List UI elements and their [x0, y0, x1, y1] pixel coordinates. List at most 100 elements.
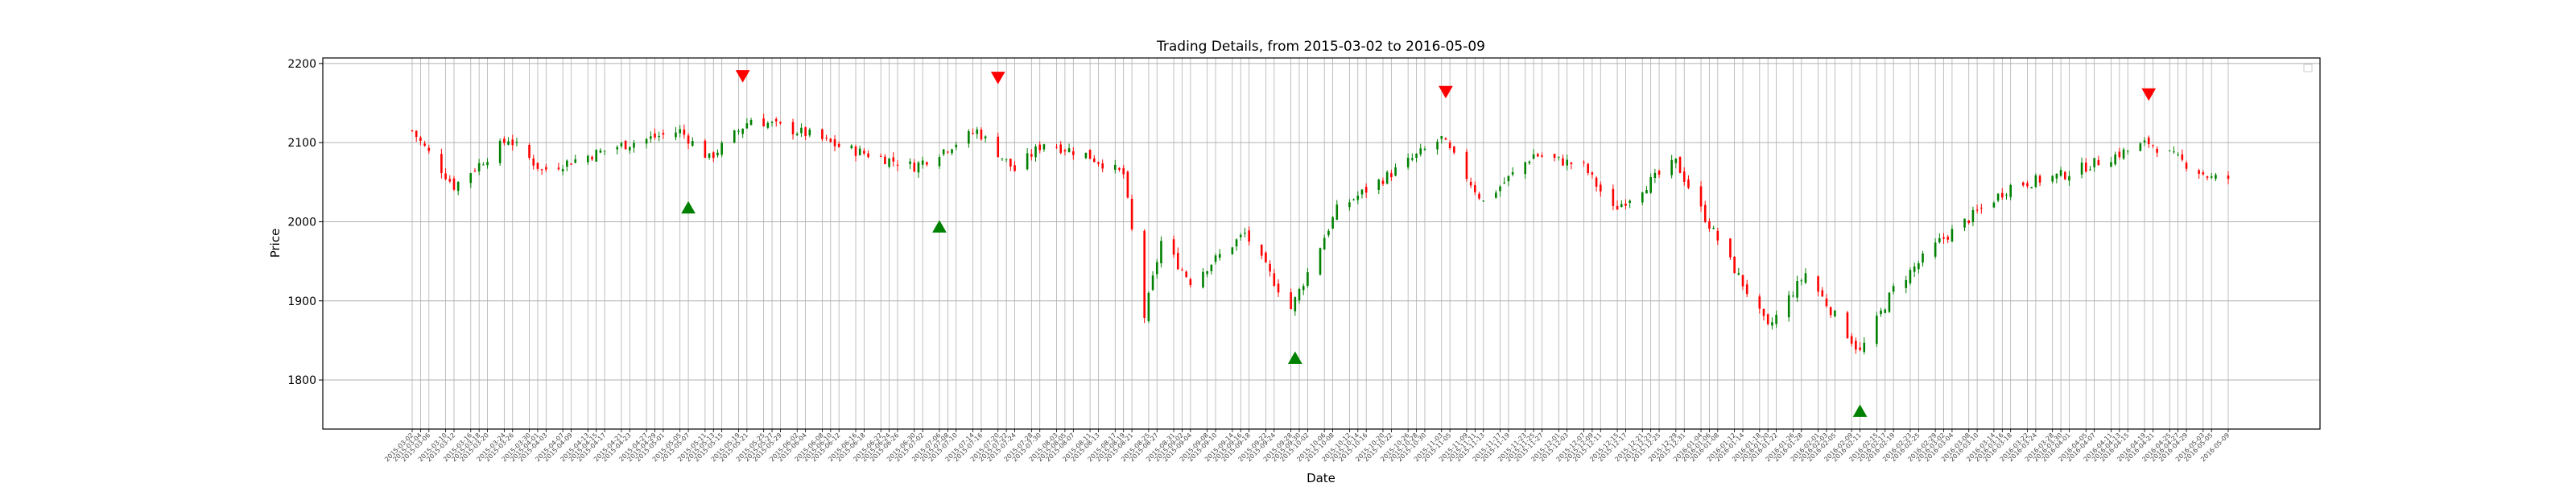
candle-body	[2097, 159, 2100, 166]
candle-body	[1411, 158, 1414, 160]
candle-body	[1503, 182, 1506, 184]
buy-marker-icon	[681, 200, 696, 214]
candle-body	[1532, 154, 1535, 159]
candle-down	[829, 138, 832, 143]
candle-down	[1562, 154, 1564, 167]
candle-body	[662, 133, 665, 135]
candle-body	[1829, 307, 1832, 316]
candle-body	[2210, 176, 2213, 178]
candle-up	[1218, 249, 1221, 261]
candle-down	[825, 134, 828, 141]
candle-down	[624, 140, 627, 150]
candle-body	[2181, 154, 2184, 160]
candle-body	[624, 140, 627, 150]
candle-up	[1436, 138, 1439, 155]
candle-body	[1005, 159, 1008, 160]
candle-down	[1703, 200, 1707, 224]
candle-up	[1712, 225, 1715, 229]
candle-down	[448, 175, 452, 184]
candle-body	[1918, 263, 1920, 270]
candle-up	[2114, 151, 2116, 166]
candle-down	[1381, 177, 1385, 186]
candle-up	[1992, 200, 1996, 208]
candle-body	[800, 127, 803, 134]
candle-down	[704, 138, 707, 159]
candle-body	[1670, 159, 1673, 175]
candle-up	[1206, 270, 1208, 278]
candle-down	[1733, 256, 1736, 274]
candle-body	[1922, 254, 1924, 263]
candle-body	[2185, 163, 2188, 169]
candle-body	[1364, 187, 1368, 193]
candle-body	[1176, 253, 1179, 270]
candle-down	[1729, 237, 1732, 260]
candle-up	[1905, 275, 1908, 294]
candle-body	[1231, 247, 1234, 254]
candle-down	[1181, 267, 1183, 271]
candle-down	[1541, 152, 1543, 158]
y-tick-label: 2000	[287, 216, 316, 229]
candle-down	[1189, 277, 1192, 288]
candle-body	[968, 130, 970, 144]
candle-body	[1599, 184, 1602, 192]
candle-body	[691, 140, 694, 147]
candle-down	[2063, 171, 2066, 180]
candle-up	[2093, 158, 2095, 172]
candle-body	[1863, 342, 1866, 353]
candle-down	[1699, 181, 1703, 213]
candle-up	[1202, 268, 1204, 289]
candle-down	[1612, 184, 1615, 211]
candle-body	[574, 159, 577, 163]
candle-up	[498, 138, 502, 166]
candle-up	[858, 145, 861, 156]
candle-up	[1214, 253, 1217, 265]
candle-body	[955, 144, 958, 147]
candle-down	[1745, 279, 1748, 298]
candle-down	[503, 136, 506, 146]
candle-body	[1323, 237, 1326, 250]
candle-down	[1269, 260, 1271, 277]
y-axis-label: Price	[268, 229, 283, 258]
candle-up	[1335, 200, 1339, 221]
candle-up	[850, 144, 853, 150]
candle-down	[473, 167, 477, 172]
candle-body	[1821, 290, 1824, 297]
candle-body	[2147, 137, 2150, 145]
candle-body	[1248, 230, 1250, 242]
candle-body	[645, 138, 648, 144]
candle-body	[1059, 144, 1063, 153]
candle-down	[1126, 170, 1129, 199]
candle-up	[477, 159, 481, 175]
candle-up	[1996, 192, 2000, 203]
candle-up	[800, 123, 803, 138]
candle-body	[444, 173, 447, 180]
candle-up	[1210, 264, 1213, 275]
candle-down	[1946, 234, 1950, 244]
candle-body	[779, 122, 782, 124]
candle-body	[1130, 199, 1133, 229]
candle-up	[2122, 147, 2125, 160]
candle-up	[1792, 291, 1794, 298]
candle-body	[1026, 153, 1029, 170]
candle-up	[1876, 312, 1878, 347]
candle-down	[2198, 168, 2200, 180]
candle-body	[1653, 172, 1657, 179]
candle-up	[1026, 148, 1029, 171]
candle-body	[879, 155, 882, 157]
candle-down	[1130, 194, 1133, 232]
candle-body	[1537, 154, 1539, 157]
candle-body	[1967, 220, 1971, 224]
candle-body	[1825, 298, 1828, 307]
candle-body	[561, 168, 564, 171]
candle-body	[687, 135, 690, 144]
candle-down	[1599, 181, 1602, 197]
candle-body	[2068, 175, 2070, 181]
candle-body	[1499, 186, 1501, 192]
candle-body	[766, 122, 770, 128]
candle-body	[2034, 175, 2037, 188]
candle-down	[440, 148, 443, 179]
candle-body	[1787, 295, 1790, 318]
candle-body	[1189, 279, 1192, 286]
candle-up	[1963, 218, 1966, 232]
